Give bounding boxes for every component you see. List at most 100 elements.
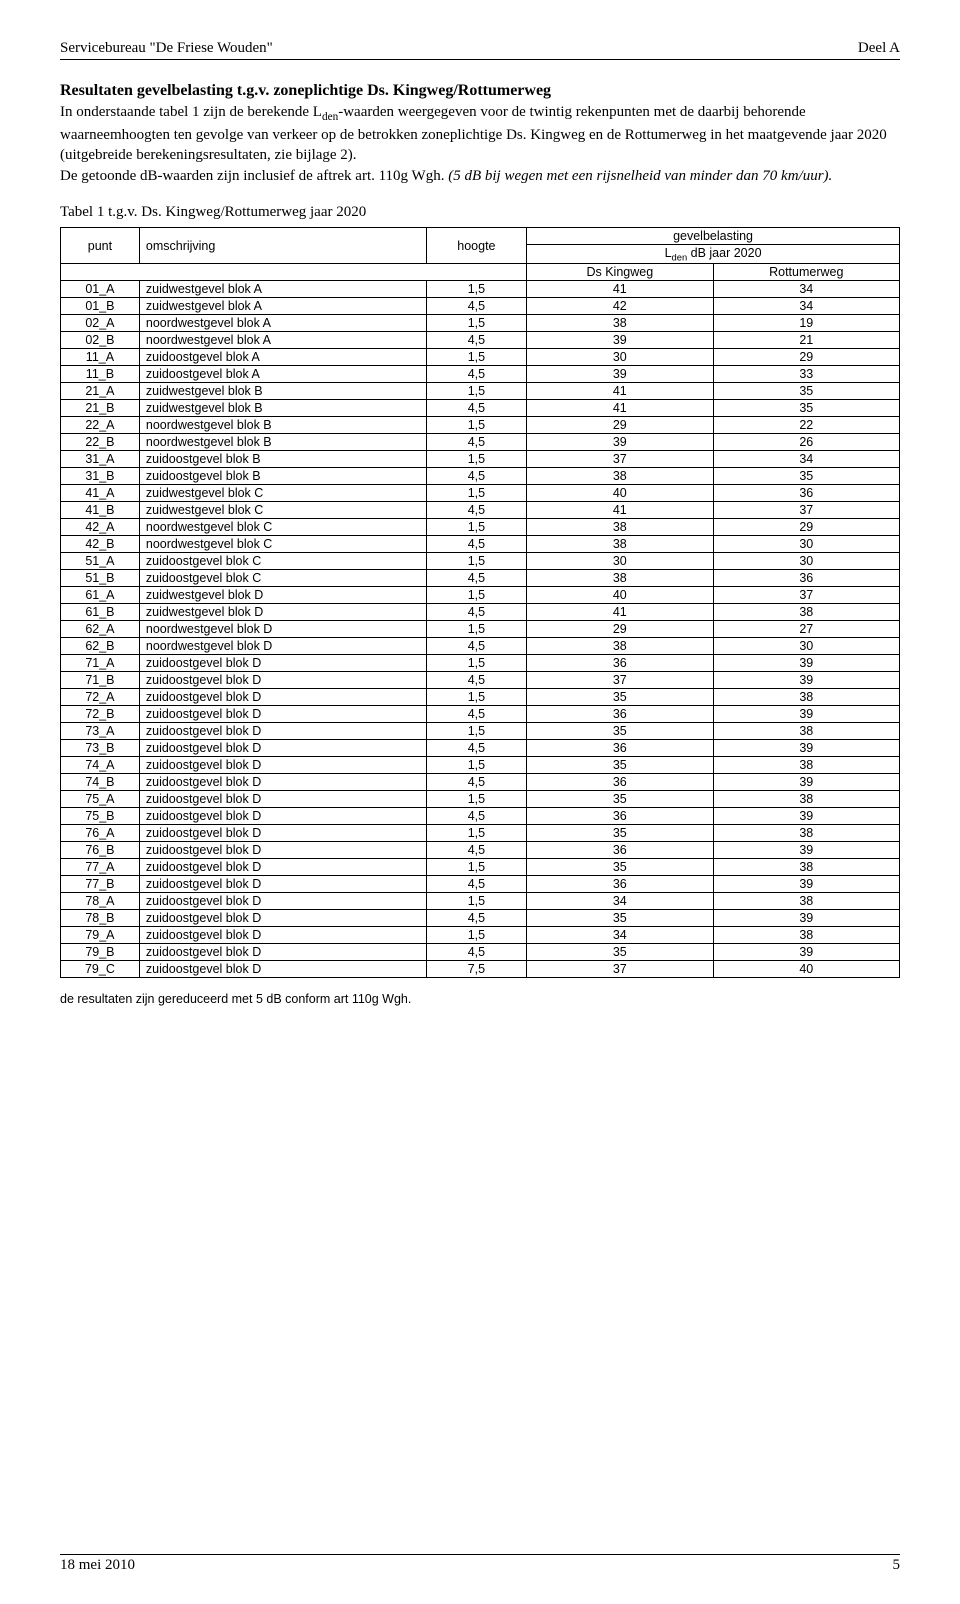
table-cell: 4,5 — [426, 876, 526, 893]
table-cell: 35 — [713, 400, 899, 417]
table-row: 11_Azuidoostgevel blok A1,53029 — [61, 349, 900, 366]
table-cell: 34 — [713, 298, 899, 315]
table-cell: 4,5 — [426, 366, 526, 383]
table-cell: 34 — [713, 451, 899, 468]
table-row: 79_Bzuidoostgevel blok D4,53539 — [61, 944, 900, 961]
table-cell: zuidoostgevel blok D — [139, 774, 426, 791]
table-cell: 21_B — [61, 400, 140, 417]
table-cell: 40 — [713, 961, 899, 978]
table-cell: 38 — [527, 315, 713, 332]
table-row: 31_Bzuidoostgevel blok B4,53835 — [61, 468, 900, 485]
table-cell: 39 — [527, 434, 713, 451]
intro-text-italic: (5 dB bij wegen met een rijsnelheid van … — [448, 168, 832, 184]
table-cell: 40 — [527, 587, 713, 604]
table-row: 01_Bzuidwestgevel blok A4,54234 — [61, 298, 900, 315]
table-cell: 41 — [527, 281, 713, 298]
page-header: Servicebureau "De Friese Wouden" Deel A — [60, 40, 900, 60]
table-cell: 41 — [527, 502, 713, 519]
table-cell: 39 — [713, 740, 899, 757]
table-cell: noordwestgevel blok B — [139, 417, 426, 434]
table-cell: 4,5 — [426, 604, 526, 621]
table-row: 72_Azuidoostgevel blok D1,53538 — [61, 689, 900, 706]
intro-text-sub: den — [322, 111, 338, 123]
table-cell: 1,5 — [426, 281, 526, 298]
table-cell: 30 — [527, 349, 713, 366]
table-cell: 35 — [527, 825, 713, 842]
table-row: 62_Bnoordwestgevel blok D4,53830 — [61, 638, 900, 655]
table-cell: 71_A — [61, 655, 140, 672]
table-row: 77_Azuidoostgevel blok D1,53538 — [61, 859, 900, 876]
table-cell: 36 — [527, 774, 713, 791]
table-cell: 36 — [527, 740, 713, 757]
table-cell: 51_A — [61, 553, 140, 570]
th-punt: punt — [61, 227, 140, 264]
table-cell: zuidoostgevel blok D — [139, 859, 426, 876]
table-cell: 4,5 — [426, 332, 526, 349]
table-cell: 79_A — [61, 927, 140, 944]
table-cell: 34 — [713, 281, 899, 298]
table-cell: 36 — [713, 570, 899, 587]
table-cell: 38 — [713, 689, 899, 706]
table-cell: zuidoostgevel blok D — [139, 944, 426, 961]
table-row: 76_Azuidoostgevel blok D1,53538 — [61, 825, 900, 842]
table-row: 76_Bzuidoostgevel blok D4,53639 — [61, 842, 900, 859]
table-cell: 41_A — [61, 485, 140, 502]
table-cell: 02_A — [61, 315, 140, 332]
table-cell: 30 — [713, 536, 899, 553]
table-cell: 61_A — [61, 587, 140, 604]
table-row: 78_Azuidoostgevel blok D1,53438 — [61, 893, 900, 910]
table-cell: zuidwestgevel blok D — [139, 604, 426, 621]
table-cell: 41_B — [61, 502, 140, 519]
table-cell: 41 — [527, 604, 713, 621]
table-row: 61_Azuidwestgevel blok D1,54037 — [61, 587, 900, 604]
table-cell: 21 — [713, 332, 899, 349]
table-cell: 4,5 — [426, 706, 526, 723]
table-cell: zuidwestgevel blok B — [139, 383, 426, 400]
table-cell: 1,5 — [426, 485, 526, 502]
table-cell: 41 — [527, 400, 713, 417]
table-cell: 39 — [713, 672, 899, 689]
table-row: 78_Bzuidoostgevel blok D4,53539 — [61, 910, 900, 927]
table-row: 31_Azuidoostgevel blok B1,53734 — [61, 451, 900, 468]
table-cell: 4,5 — [426, 468, 526, 485]
table-cell: 38 — [713, 859, 899, 876]
table-cell: noordwestgevel blok A — [139, 315, 426, 332]
table-cell: 37 — [527, 672, 713, 689]
table-cell: 31_A — [61, 451, 140, 468]
table-cell: 61_B — [61, 604, 140, 621]
table-cell: 37 — [713, 502, 899, 519]
th-omschrijving: omschrijving — [139, 227, 426, 264]
footer-page-number: 5 — [893, 1557, 901, 1574]
table-cell: 29 — [713, 349, 899, 366]
table-cell: zuidwestgevel blok A — [139, 281, 426, 298]
table-cell: 29 — [527, 621, 713, 638]
table-cell: 78_A — [61, 893, 140, 910]
table-row: 51_Azuidoostgevel blok C1,53030 — [61, 553, 900, 570]
table-cell: 1,5 — [426, 655, 526, 672]
table-head: punt omschrijving hoogte gevelbelasting … — [61, 227, 900, 281]
table-cell: 38 — [713, 791, 899, 808]
table-cell: noordwestgevel blok D — [139, 621, 426, 638]
table-cell: 35 — [527, 910, 713, 927]
th-lden-sub: den — [672, 252, 688, 262]
th-empty — [61, 264, 527, 281]
table-cell: 1,5 — [426, 723, 526, 740]
table-cell: 1,5 — [426, 417, 526, 434]
th-lden-pre: L — [665, 246, 672, 260]
table-row: 61_Bzuidwestgevel blok D4,54138 — [61, 604, 900, 621]
table-cell: 4,5 — [426, 672, 526, 689]
table-cell: 42_B — [61, 536, 140, 553]
table-cell: 29 — [713, 519, 899, 536]
table-cell: 36 — [713, 485, 899, 502]
table-cell: 42_A — [61, 519, 140, 536]
table-cell: 38 — [713, 604, 899, 621]
table-row: 22_Bnoordwestgevel blok B4,53926 — [61, 434, 900, 451]
table-row: 41_Bzuidwestgevel blok C4,54137 — [61, 502, 900, 519]
table-cell: 1,5 — [426, 859, 526, 876]
table-cell: zuidoostgevel blok D — [139, 927, 426, 944]
table-cell: 33 — [713, 366, 899, 383]
table-cell: zuidoostgevel blok D — [139, 757, 426, 774]
table-cell: 1,5 — [426, 621, 526, 638]
table-row: 42_Anoordwestgevel blok C1,53829 — [61, 519, 900, 536]
th-lden: Lden dB jaar 2020 — [527, 244, 900, 264]
